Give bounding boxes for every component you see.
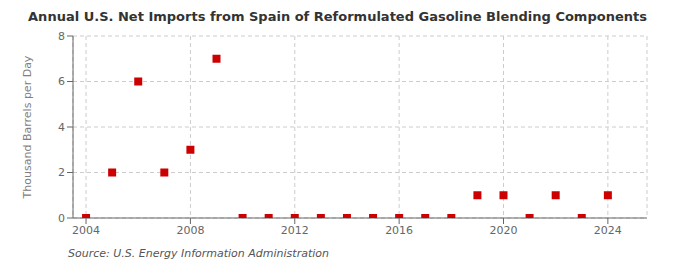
svg-text:4: 4: [58, 121, 65, 134]
svg-text:8: 8: [58, 30, 65, 43]
html-text:Annual U.S. Net Imports from S: Annual U.S. Net Imports from Spain of Re…: [28, 9, 647, 24]
svg-text:6: 6: [58, 75, 65, 88]
svg-text:2016: 2016: [385, 224, 413, 237]
svg-text:2008: 2008: [176, 224, 204, 237]
svg-text:2024: 2024: [594, 224, 622, 237]
html-text:Source: U.S. Energy Informatio: Source: U.S. Energy Information Administ…: [68, 247, 329, 260]
svg-text:2020: 2020: [490, 224, 518, 237]
svg-text:2004: 2004: [72, 224, 100, 237]
svg-text:2: 2: [58, 166, 65, 179]
svg-text:0: 0: [58, 212, 65, 225]
svg-text:Thousand Barrels per Day: Thousand Barrels per Day: [21, 55, 34, 199]
svg-text:2012: 2012: [281, 224, 309, 237]
